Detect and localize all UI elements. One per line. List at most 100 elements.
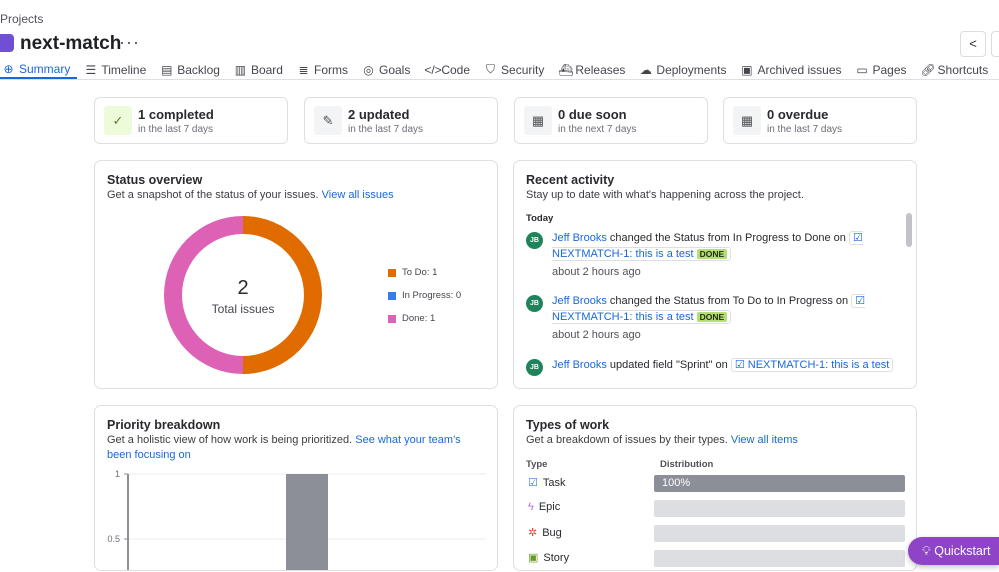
activity-scrollbar[interactable]: [906, 213, 912, 247]
user-link[interactable]: Jeff Brooks: [552, 359, 607, 371]
tab-backlog[interactable]: ▤ Backlog: [153, 60, 227, 79]
tab-goals[interactable]: ◎ Goals: [355, 60, 417, 79]
tab-timeline[interactable]: ☰ Timeline: [77, 60, 153, 79]
tab-security[interactable]: ⛉ Security: [477, 60, 551, 79]
bug-icon: ✲: [528, 527, 538, 539]
board-icon: ▥: [234, 62, 247, 77]
legend-todo: To Do: 1: [388, 267, 437, 278]
tab-shortcuts[interactable]: 🔗︎Shortcuts⌄: [914, 60, 999, 79]
tab-label: Timeline: [101, 62, 147, 77]
card-desc: Stay up to date with what's happening ac…: [526, 189, 804, 201]
card-desc: Get a snapshot of the status of your iss…: [107, 189, 394, 201]
type-label: Epic: [538, 501, 561, 513]
share-button[interactable]: <: [960, 31, 986, 57]
tab-forms[interactable]: ≣ Forms: [290, 60, 355, 79]
distribution-bar[interactable]: 100%: [654, 475, 905, 492]
tab-label: Security: [501, 62, 545, 77]
stat-sub: in the next 7 days: [558, 124, 637, 135]
task-icon: ☑: [528, 477, 538, 489]
activity-text: changed the Status from In Progress to D…: [609, 232, 846, 244]
backlog-icon: ▤: [161, 62, 173, 77]
story-icon: ▣: [528, 552, 539, 564]
total-issues-count: 2: [237, 277, 249, 299]
donut-segment-todo[interactable]: [243, 216, 322, 374]
card-title: Types of work: [526, 418, 610, 432]
stat-due-soon: ▦ 0 due soon in the next 7 days: [514, 97, 708, 144]
tab-label: Archived issues: [757, 62, 842, 77]
link-icon: 🔗︎: [920, 62, 936, 77]
donut-segment-done[interactable]: [164, 216, 243, 374]
user-link[interactable]: Jeff Brooks: [552, 295, 607, 307]
issue-link[interactable]: ☑ NEXTMATCH-1: this is a test: [730, 358, 894, 372]
avatar: JB: [526, 232, 543, 249]
priority-link[interactable]: See what your team's been focusing on: [107, 434, 461, 461]
activity-time: about 2 hours ago: [552, 266, 641, 278]
type-label: Story: [543, 551, 570, 564]
tab-code[interactable]: </> Code: [417, 60, 477, 79]
tab-pages[interactable]: ▭ Pages: [849, 60, 914, 79]
check-circle-icon: ✓: [104, 106, 132, 135]
stat-sub: in the last 7 days: [138, 124, 214, 135]
status-badge: DONE: [696, 312, 728, 322]
type-label: Task: [542, 476, 566, 489]
activity-item: JB Jeff Brooks changed the Status from I…: [526, 230, 896, 280]
legend-in-progress: In Progress: 0: [388, 290, 461, 301]
tab-label: Pages: [872, 62, 907, 77]
tab-label: Shortcuts: [937, 62, 989, 77]
project-logo: [0, 34, 14, 52]
ship-icon: ⛴: [558, 62, 574, 77]
issue-link[interactable]: ☑ NEXTMATCH-1: this is a test DONE: [552, 231, 863, 261]
avatar: JB: [526, 359, 543, 376]
activity-time: about 2 hours ago: [552, 329, 641, 341]
toolbar-button[interactable]: [991, 31, 999, 57]
distribution-bar[interactable]: [654, 550, 905, 567]
card-title: Status overview: [107, 173, 203, 187]
breadcrumb-projects[interactable]: Projects: [0, 12, 44, 26]
activity-item: JB Jeff Brooks updated field "Sprint" on…: [526, 357, 896, 377]
activity-item: JB Jeff Brooks changed the Status from T…: [526, 293, 896, 343]
status-overview-card: Status overview Get a snapshot of the st…: [94, 160, 498, 389]
timeline-icon: ☰: [85, 62, 97, 77]
tab-label: Releases: [575, 62, 626, 77]
tab-label: Deployments: [656, 62, 727, 77]
tab-board[interactable]: ▥ Board: [227, 60, 290, 79]
tab-label: Forms: [313, 62, 348, 77]
type-row-story: ▣ Story: [528, 551, 570, 565]
y-tick-label: 0.5: [107, 534, 120, 544]
column-distribution: Distribution: [660, 459, 714, 470]
lightbulb-icon: 💡︎: [922, 544, 931, 558]
y-tick-label: 1: [115, 469, 120, 479]
stat-updated: ✎ 2 updated in the last 7 days: [304, 97, 498, 144]
type-label: Bug: [542, 526, 562, 539]
view-all-items-link[interactable]: View all items: [730, 434, 798, 446]
tab-releases[interactable]: ⛴ Releases: [551, 60, 632, 79]
tab-label: Board: [250, 62, 283, 77]
tab-label: Code: [441, 62, 471, 77]
goals-icon: ◎: [363, 62, 374, 77]
tab-label: Backlog: [177, 62, 220, 77]
legend-done: Done: 1: [388, 313, 435, 324]
column-type: Type: [526, 459, 548, 470]
tab-archived-issues[interactable]: ▣ Archived issues: [733, 60, 848, 79]
project-tabs: ⊕ Summary ☰ Timeline ▤ Backlog ▥ Board ≣ Form…: [0, 60, 999, 80]
priority-bar[interactable]: [286, 474, 328, 570]
edit-icon: ✎: [314, 106, 342, 135]
quickstart-button[interactable]: 💡︎ Quickstart: [908, 537, 999, 565]
priority-breakdown-card: Priority breakdown Get a holistic view o…: [94, 405, 498, 571]
cloud-upload-icon: ☁: [639, 62, 652, 77]
more-actions-button[interactable]: ···: [119, 32, 140, 52]
activity-text: updated field "Sprint" on: [609, 359, 728, 371]
distribution-bar[interactable]: [654, 500, 905, 517]
stat-sub: in the last 7 days: [348, 124, 424, 135]
issue-link[interactable]: ☑ NEXTMATCH-1: this is a test DONE: [552, 294, 866, 324]
tab-label: Goals: [378, 62, 411, 77]
user-link[interactable]: Jeff Brooks: [552, 232, 607, 244]
type-row-epic: ϟ Epic: [528, 501, 560, 513]
distribution-bar[interactable]: [654, 525, 905, 542]
types-of-work-card: Types of work Get a breakdown of issues …: [513, 405, 917, 571]
page-icon: ▭: [856, 62, 868, 77]
stat-completed: ✓ 1 completed in the last 7 days: [94, 97, 288, 144]
view-all-issues-link[interactable]: View all issues: [321, 189, 394, 201]
tab-summary[interactable]: ⊕ Summary: [0, 60, 78, 79]
tab-deployments[interactable]: ☁ Deployments: [632, 60, 733, 79]
